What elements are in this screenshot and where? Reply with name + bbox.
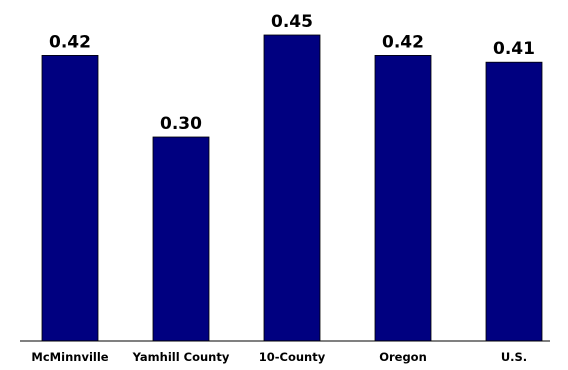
value-label: 0.41 — [493, 39, 535, 59]
bar-10-county — [263, 34, 321, 342]
value-label: 0.42 — [49, 32, 91, 52]
value-label: 0.42 — [382, 32, 424, 52]
bar-mcminnville — [41, 55, 99, 342]
value-label: 0.30 — [160, 114, 202, 134]
value-label: 0.45 — [271, 12, 313, 32]
category-label: U.S. — [501, 350, 527, 364]
bars-group — [41, 34, 543, 342]
category-labels-group: McMinnville Yamhill County 10-County Oregon… — [31, 350, 527, 364]
value-labels-group: 0.42 0.30 0.45 0.42 0.41 — [49, 12, 535, 134]
category-label: Oregon — [379, 350, 427, 364]
bar-oregon — [374, 55, 432, 342]
bar-u-s — [485, 61, 543, 342]
category-label: Yamhill County — [132, 350, 230, 364]
category-label: 10-County — [259, 350, 326, 364]
category-label: McMinnville — [31, 350, 108, 364]
bar-yamhill-county — [152, 136, 210, 342]
